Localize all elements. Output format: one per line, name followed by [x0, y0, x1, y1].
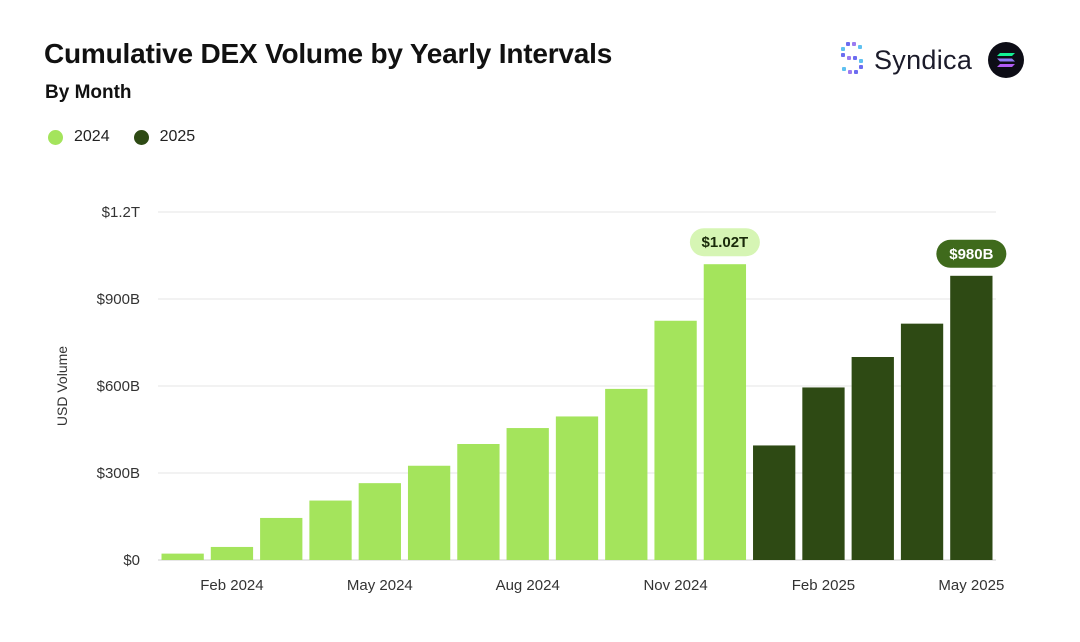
- bar-2024-7: [457, 444, 500, 560]
- y-tick-label: $900B: [97, 291, 140, 308]
- chart-title: Cumulative DEX Volume by Yearly Interval…: [44, 38, 613, 69]
- legend-swatch-2024: [48, 129, 63, 145]
- bar-2024-4: [309, 500, 352, 560]
- data-label-badge: [689, 228, 760, 257]
- bar-2025-5: [950, 275, 993, 560]
- x-tick-label: May 2025: [938, 577, 1004, 594]
- bar-2024-6: [407, 465, 451, 560]
- bar-2025-4: [900, 323, 944, 560]
- x-tick-label: Aug 2024: [496, 577, 560, 594]
- x-tick-label: May 2024: [347, 577, 413, 594]
- chart-subtitle: By Month: [45, 82, 132, 103]
- y-tick-label: $1.2T: [102, 204, 140, 221]
- data-label-badge: [936, 239, 1007, 268]
- y-tick-label: $600B: [97, 378, 140, 395]
- brand-block: Syndica: [838, 40, 1025, 80]
- y-tick-label: $0: [123, 552, 140, 569]
- brand-name: Syndica: [874, 44, 973, 75]
- data-label: $980B: [949, 246, 993, 263]
- data-label: $1.02T: [702, 234, 749, 251]
- bar-2024-3: [260, 517, 303, 560]
- x-tick-label: Feb 2025: [792, 577, 855, 594]
- bar-2024-8: [506, 428, 549, 560]
- bar-2024-11: [654, 320, 697, 560]
- x-tick-label: Nov 2024: [643, 577, 707, 594]
- bar-2024-10: [605, 388, 648, 560]
- x-tick-label: Feb 2024: [200, 577, 263, 594]
- bar-2024-1: [161, 553, 204, 560]
- legend-swatch-2025: [133, 129, 149, 145]
- chart-legend: 2024 2025: [48, 128, 219, 146]
- solana-icon: [988, 42, 1025, 78]
- bar-2025-3: [851, 357, 894, 560]
- legend-item-2024: 2024: [48, 128, 110, 146]
- legend-label-2025: 2025: [159, 128, 196, 145]
- bar-2025-2: [802, 387, 845, 560]
- bar-2024-2: [210, 546, 254, 560]
- legend-item-2025: 2025: [133, 128, 196, 146]
- syndica-logo-icon: [838, 41, 866, 80]
- legend-label-2024: 2024: [74, 128, 110, 145]
- bar-2024-12: [703, 264, 747, 560]
- bar-2025-1: [753, 445, 796, 560]
- bar-2024-9: [555, 416, 599, 560]
- y-tick-label: $300B: [97, 465, 140, 482]
- bar-2024-5: [358, 483, 401, 560]
